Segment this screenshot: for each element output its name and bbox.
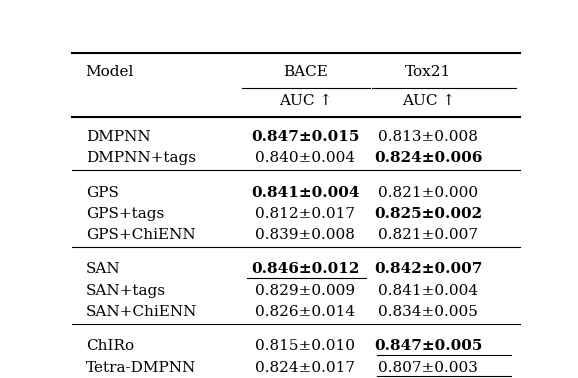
Text: DMPNN: DMPNN <box>86 130 150 144</box>
Text: 0.824±0.006: 0.824±0.006 <box>374 151 483 165</box>
Text: 0.821±0.007: 0.821±0.007 <box>379 228 479 242</box>
Text: 0.807±0.003: 0.807±0.003 <box>379 361 479 375</box>
Text: GPS+tags: GPS+tags <box>86 207 164 221</box>
Text: Model: Model <box>86 65 134 79</box>
Text: BACE: BACE <box>283 65 328 79</box>
Text: AUC ↑: AUC ↑ <box>402 94 455 108</box>
Text: 0.841±0.004: 0.841±0.004 <box>379 284 479 298</box>
Text: Tox21: Tox21 <box>405 65 451 79</box>
Text: 0.839±0.008: 0.839±0.008 <box>255 228 355 242</box>
Text: 0.834±0.005: 0.834±0.005 <box>379 305 479 319</box>
Text: 0.824±0.017: 0.824±0.017 <box>255 361 355 375</box>
Text: 0.829±0.009: 0.829±0.009 <box>255 284 355 298</box>
Text: 0.821±0.000: 0.821±0.000 <box>379 186 479 200</box>
Text: 0.825±0.002: 0.825±0.002 <box>375 207 483 221</box>
Text: ChIRo: ChIRo <box>86 339 134 353</box>
Text: 0.842±0.007: 0.842±0.007 <box>374 262 483 276</box>
Text: 0.841±0.004: 0.841±0.004 <box>251 186 360 200</box>
Text: 0.847±0.015: 0.847±0.015 <box>251 130 360 144</box>
Text: Tetra-DMPNN: Tetra-DMPNN <box>86 361 196 375</box>
Text: 0.813±0.008: 0.813±0.008 <box>379 130 479 144</box>
Text: 0.846±0.012: 0.846±0.012 <box>251 262 360 276</box>
Text: SAN+ChiENN: SAN+ChiENN <box>86 305 197 319</box>
Text: GPS: GPS <box>86 186 118 200</box>
Text: 0.812±0.017: 0.812±0.017 <box>255 207 355 221</box>
Text: 0.840±0.004: 0.840±0.004 <box>255 151 355 165</box>
Text: DMPNN+tags: DMPNN+tags <box>86 151 196 165</box>
Text: 0.826±0.014: 0.826±0.014 <box>255 305 355 319</box>
Text: 0.815±0.010: 0.815±0.010 <box>255 339 355 353</box>
Text: SAN: SAN <box>86 262 120 276</box>
Text: SAN+tags: SAN+tags <box>86 284 166 298</box>
Text: 0.847±0.005: 0.847±0.005 <box>374 339 483 353</box>
Text: AUC ↑: AUC ↑ <box>279 94 332 108</box>
Text: GPS+ChiENN: GPS+ChiENN <box>86 228 195 242</box>
